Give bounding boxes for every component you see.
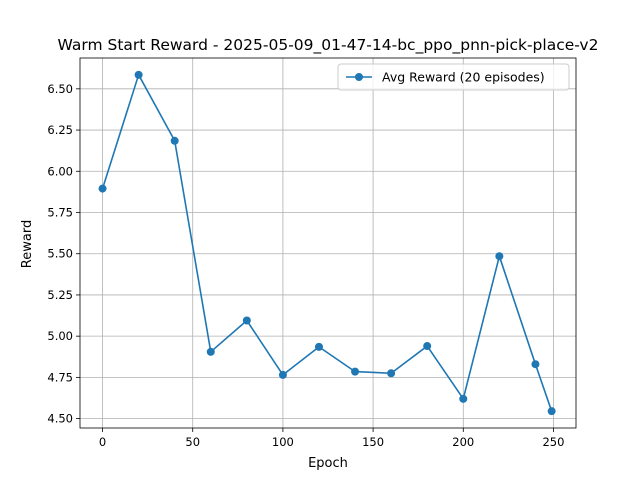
- plot-frame: [79, 57, 577, 429]
- legend: Avg Reward (20 episodes): [337, 63, 570, 91]
- y-tick-label: 5.50: [47, 247, 73, 261]
- x-tick-label: 200: [452, 435, 474, 449]
- series-layer: [98, 70, 556, 416]
- data-point: [134, 70, 143, 79]
- data-point: [206, 347, 215, 356]
- y-tick-label: 5.75: [47, 205, 73, 219]
- data-point: [278, 370, 287, 379]
- y-tick-label: 4.50: [47, 412, 73, 426]
- y-tick-label: 6.50: [47, 82, 73, 96]
- grid: [80, 58, 576, 428]
- legend-label: Avg Reward (20 episodes): [382, 70, 545, 85]
- data-point: [423, 342, 432, 351]
- data-point: [531, 360, 540, 369]
- data-point: [495, 252, 504, 261]
- data-point: [98, 184, 107, 193]
- data-point: [242, 316, 251, 325]
- data-point: [387, 369, 396, 378]
- x-axis-label: Epoch: [308, 456, 348, 471]
- chart-title: Warm Start Reward - 2025-05-09_01-47-14-…: [58, 36, 599, 55]
- y-tick-label: 6.00: [47, 164, 73, 178]
- legend-box: [337, 63, 570, 91]
- axis-ticks: 0 50 100 150 200 250 4.50 4.75 5.00 5.25 5.50 5.75 6…: [47, 82, 564, 449]
- y-tick-label: 4.75: [47, 370, 73, 384]
- legend-marker: [355, 73, 363, 81]
- data-point: [547, 407, 556, 416]
- y-tick-label: 5.00: [47, 329, 73, 343]
- x-tick-label: 100: [272, 435, 294, 449]
- data-point: [170, 136, 179, 145]
- data-point: [314, 342, 323, 351]
- x-tick-label: 250: [542, 435, 564, 449]
- y-tick-label: 6.25: [47, 123, 73, 137]
- data-point: [351, 367, 360, 376]
- x-tick-label: 50: [185, 435, 200, 449]
- y-tick-label: 5.25: [47, 288, 73, 302]
- x-tick-label: 0: [99, 435, 106, 449]
- y-axis-label: Reward: [20, 220, 35, 268]
- data-point: [459, 394, 468, 403]
- x-tick-label: 150: [362, 435, 384, 449]
- series-line: [101, 74, 553, 412]
